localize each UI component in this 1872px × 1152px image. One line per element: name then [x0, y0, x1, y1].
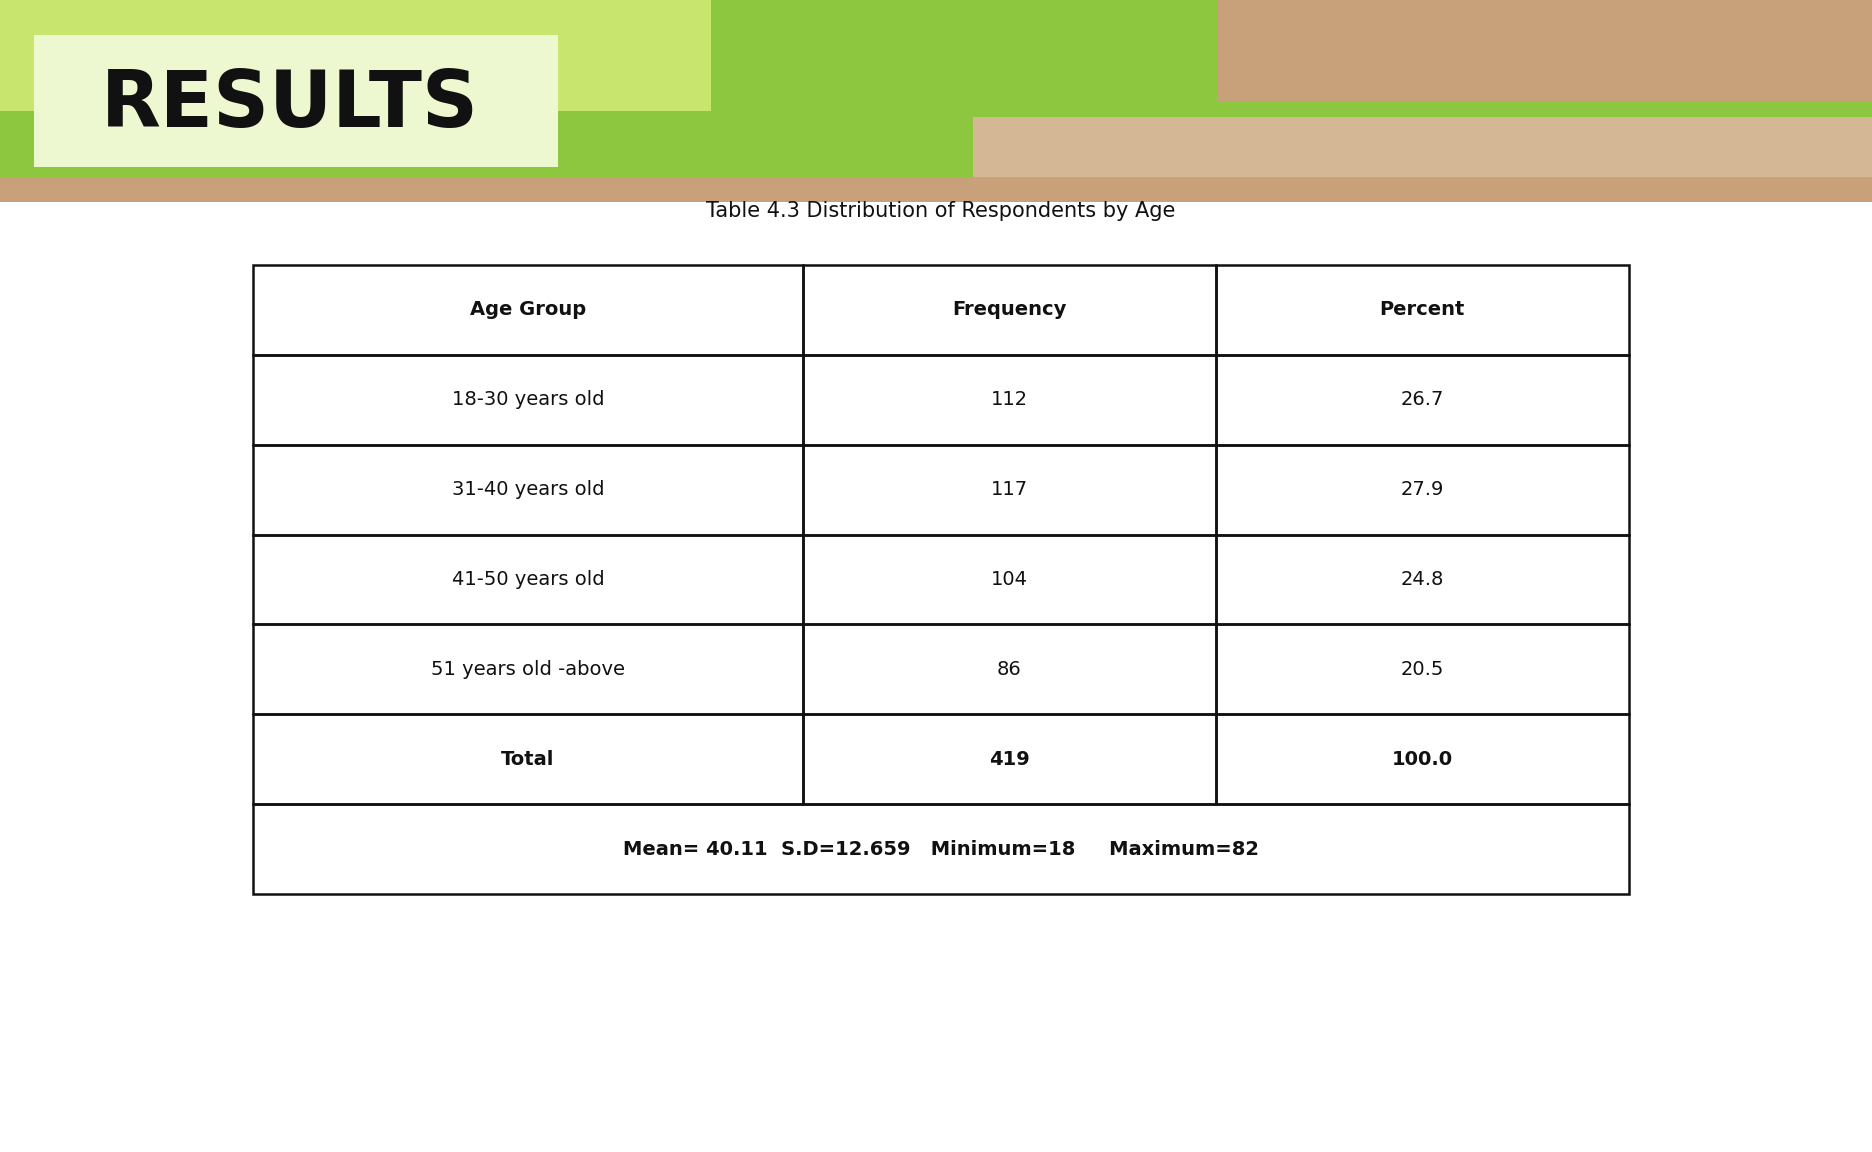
- Bar: [253, 804, 1629, 894]
- Bar: [803, 535, 1217, 624]
- Bar: [803, 355, 1217, 445]
- Bar: [1217, 445, 1629, 535]
- Bar: [253, 445, 803, 535]
- Bar: [803, 265, 1217, 355]
- Bar: [253, 535, 803, 624]
- Text: Percent: Percent: [1380, 301, 1466, 319]
- Bar: [803, 714, 1217, 804]
- Bar: [803, 265, 1217, 355]
- Bar: [253, 265, 803, 355]
- Bar: [803, 624, 1217, 714]
- Bar: [803, 535, 1217, 624]
- Bar: [1217, 714, 1629, 804]
- Text: Total: Total: [502, 750, 554, 768]
- Bar: [803, 624, 1217, 714]
- Text: 27.9: 27.9: [1400, 480, 1443, 499]
- Bar: [0, 0, 711, 111]
- Text: RESULTS: RESULTS: [101, 67, 479, 143]
- Bar: [803, 714, 1217, 804]
- Bar: [1217, 624, 1629, 714]
- Text: Table 4.3 Distribution of Respondents by Age: Table 4.3 Distribution of Respondents by…: [706, 202, 1176, 221]
- Text: Frequency: Frequency: [953, 301, 1067, 319]
- Text: 86: 86: [998, 660, 1022, 679]
- Text: 112: 112: [990, 391, 1028, 409]
- Bar: [0, 0, 1872, 202]
- Text: Mean= 40.11  S.D=12.659   Minimum=18     Maximum=82: Mean= 40.11 S.D=12.659 Minimum=18 Maximu…: [623, 840, 1258, 858]
- Bar: [253, 535, 803, 624]
- Text: 24.8: 24.8: [1400, 570, 1443, 589]
- Text: 18-30 years old: 18-30 years old: [451, 391, 605, 409]
- Bar: [253, 624, 803, 714]
- Bar: [1217, 445, 1629, 535]
- Text: 100.0: 100.0: [1391, 750, 1453, 768]
- Text: 419: 419: [988, 750, 1030, 768]
- Bar: [253, 714, 803, 804]
- Bar: [803, 355, 1217, 445]
- Bar: [34, 35, 558, 167]
- Bar: [1217, 0, 1872, 101]
- Bar: [1217, 624, 1629, 714]
- Text: 20.5: 20.5: [1400, 660, 1443, 679]
- Text: 26.7: 26.7: [1400, 391, 1443, 409]
- Text: Age Group: Age Group: [470, 301, 586, 319]
- Bar: [253, 714, 803, 804]
- Bar: [0, 177, 1872, 202]
- Bar: [1217, 535, 1629, 624]
- Bar: [803, 445, 1217, 535]
- Bar: [253, 624, 803, 714]
- Bar: [803, 445, 1217, 535]
- Bar: [1217, 714, 1629, 804]
- Bar: [1217, 355, 1629, 445]
- Bar: [253, 355, 803, 445]
- Text: 117: 117: [990, 480, 1028, 499]
- Text: 41-50 years old: 41-50 years old: [451, 570, 605, 589]
- Text: 31-40 years old: 31-40 years old: [451, 480, 605, 499]
- Bar: [0, 202, 1872, 1152]
- Bar: [253, 355, 803, 445]
- Text: 104: 104: [990, 570, 1028, 589]
- Bar: [1217, 265, 1629, 355]
- Bar: [1217, 535, 1629, 624]
- Bar: [1217, 355, 1629, 445]
- Bar: [253, 804, 1629, 894]
- Bar: [253, 265, 803, 355]
- Bar: [253, 445, 803, 535]
- Bar: [973, 118, 1872, 202]
- Text: 51 years old -above: 51 years old -above: [431, 660, 625, 679]
- Bar: [1217, 265, 1629, 355]
